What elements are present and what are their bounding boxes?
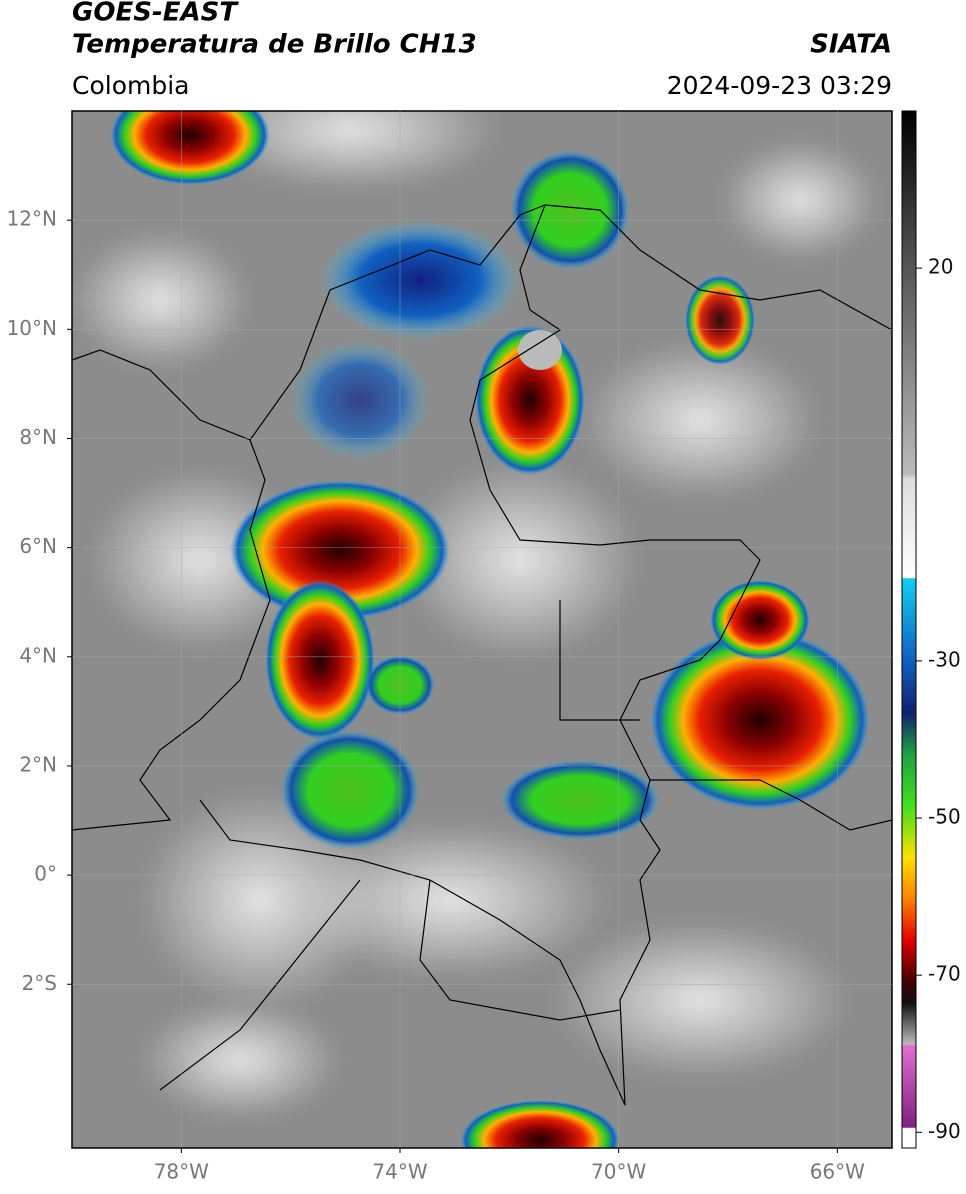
lat-tick-label: 10°N <box>7 316 57 340</box>
source: SIATA <box>810 30 892 60</box>
satellite: GOES-EAST <box>72 0 239 28</box>
lat-tick-label: 12°N <box>7 207 57 231</box>
colorbar-tick-label: -90 <box>928 1119 961 1143</box>
lat-tick-label: 6°N <box>19 534 57 558</box>
colorbar-tick-label: -30 <box>928 647 961 671</box>
lat-tick-label: 2°N <box>19 752 57 776</box>
colorbar-tick-label: -70 <box>928 962 961 986</box>
lon-tick-label: 74°W <box>372 1160 427 1184</box>
region: Colombia <box>72 71 189 100</box>
lon-tick-label: 70°W <box>591 1160 646 1184</box>
lat-tick-label: 2°S <box>22 971 57 995</box>
datetime: 2024-09-23 03:29 <box>667 71 892 100</box>
lat-tick-label: 8°N <box>19 425 57 449</box>
graticule <box>72 111 892 1148</box>
colorbar-tick-label: -50 <box>928 805 961 829</box>
product: Temperatura de Brillo CH13 <box>72 30 477 60</box>
lat-tick-label: 4°N <box>19 643 57 667</box>
lat-tick-label: 0° <box>34 862 57 886</box>
lon-tick-label: 78°W <box>154 1160 209 1184</box>
map-frame <box>71 110 893 1149</box>
colorbar <box>901 110 917 1149</box>
lon-tick-label: 66°W <box>810 1160 865 1184</box>
colorbar-tick-label: 20 <box>928 255 953 279</box>
satellite-image <box>72 111 892 1148</box>
